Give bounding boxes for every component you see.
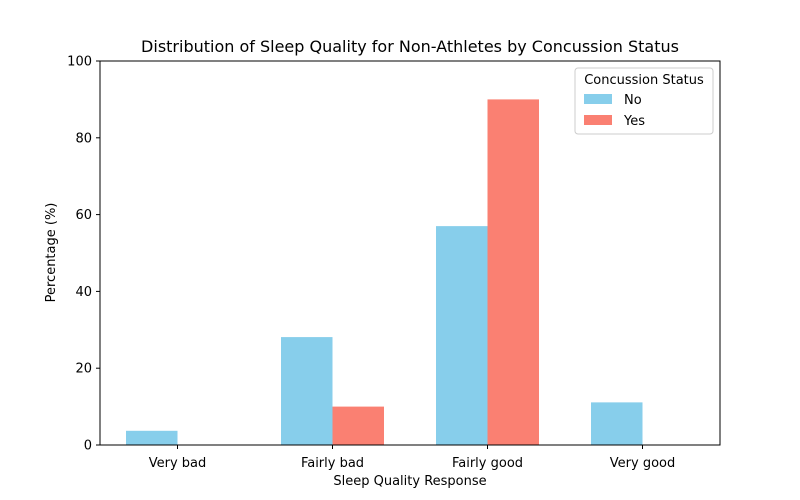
- x-tick-label: Very good: [610, 456, 675, 471]
- x-axis-label: Sleep Quality Response: [333, 474, 486, 489]
- legend-label-no: No: [624, 93, 642, 108]
- bar-yes-fairly-bad: [332, 406, 384, 445]
- y-tick-label: 60: [75, 208, 92, 223]
- legend-swatch-yes: [584, 115, 612, 125]
- y-tick-label: 40: [75, 285, 92, 300]
- legend-swatch-no: [584, 94, 612, 104]
- x-tick-label: Fairly bad: [301, 456, 364, 471]
- x-tick-label: Fairly good: [452, 456, 523, 471]
- chart-title: Distribution of Sleep Quality for Non-At…: [141, 37, 679, 56]
- y-tick-label: 20: [75, 362, 92, 377]
- y-tick-label: 80: [75, 131, 92, 146]
- bar-yes-fairly-good: [487, 99, 539, 446]
- axes-layer: 0 20 40 60 80 100 Very bad Fairly bad Fairly goo…: [67, 55, 721, 471]
- legend: Concussion Status No Yes: [574, 67, 714, 135]
- legend-label-yes: Yes: [623, 114, 645, 129]
- x-tick-label: Very bad: [149, 456, 207, 471]
- bar-no-very-bad: [126, 430, 178, 445]
- y-axis-label: Percentage (%): [44, 203, 59, 303]
- y-tick-label: 100: [67, 55, 92, 70]
- y-tick-label: 0: [84, 439, 92, 454]
- bar-no-fairly-bad: [281, 337, 333, 445]
- bars-layer: [126, 99, 643, 446]
- bar-no-fairly-good: [436, 226, 488, 445]
- plot-frame: [99, 60, 721, 446]
- legend-title: Concussion Status: [584, 73, 704, 88]
- bar-no-very-good: [591, 402, 643, 445]
